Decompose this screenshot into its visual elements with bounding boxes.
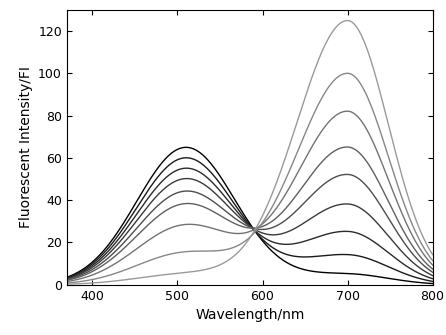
X-axis label: Wavelength/nm: Wavelength/nm: [195, 308, 305, 322]
Y-axis label: Fluorescent Intensity/FI: Fluorescent Intensity/FI: [19, 66, 33, 228]
